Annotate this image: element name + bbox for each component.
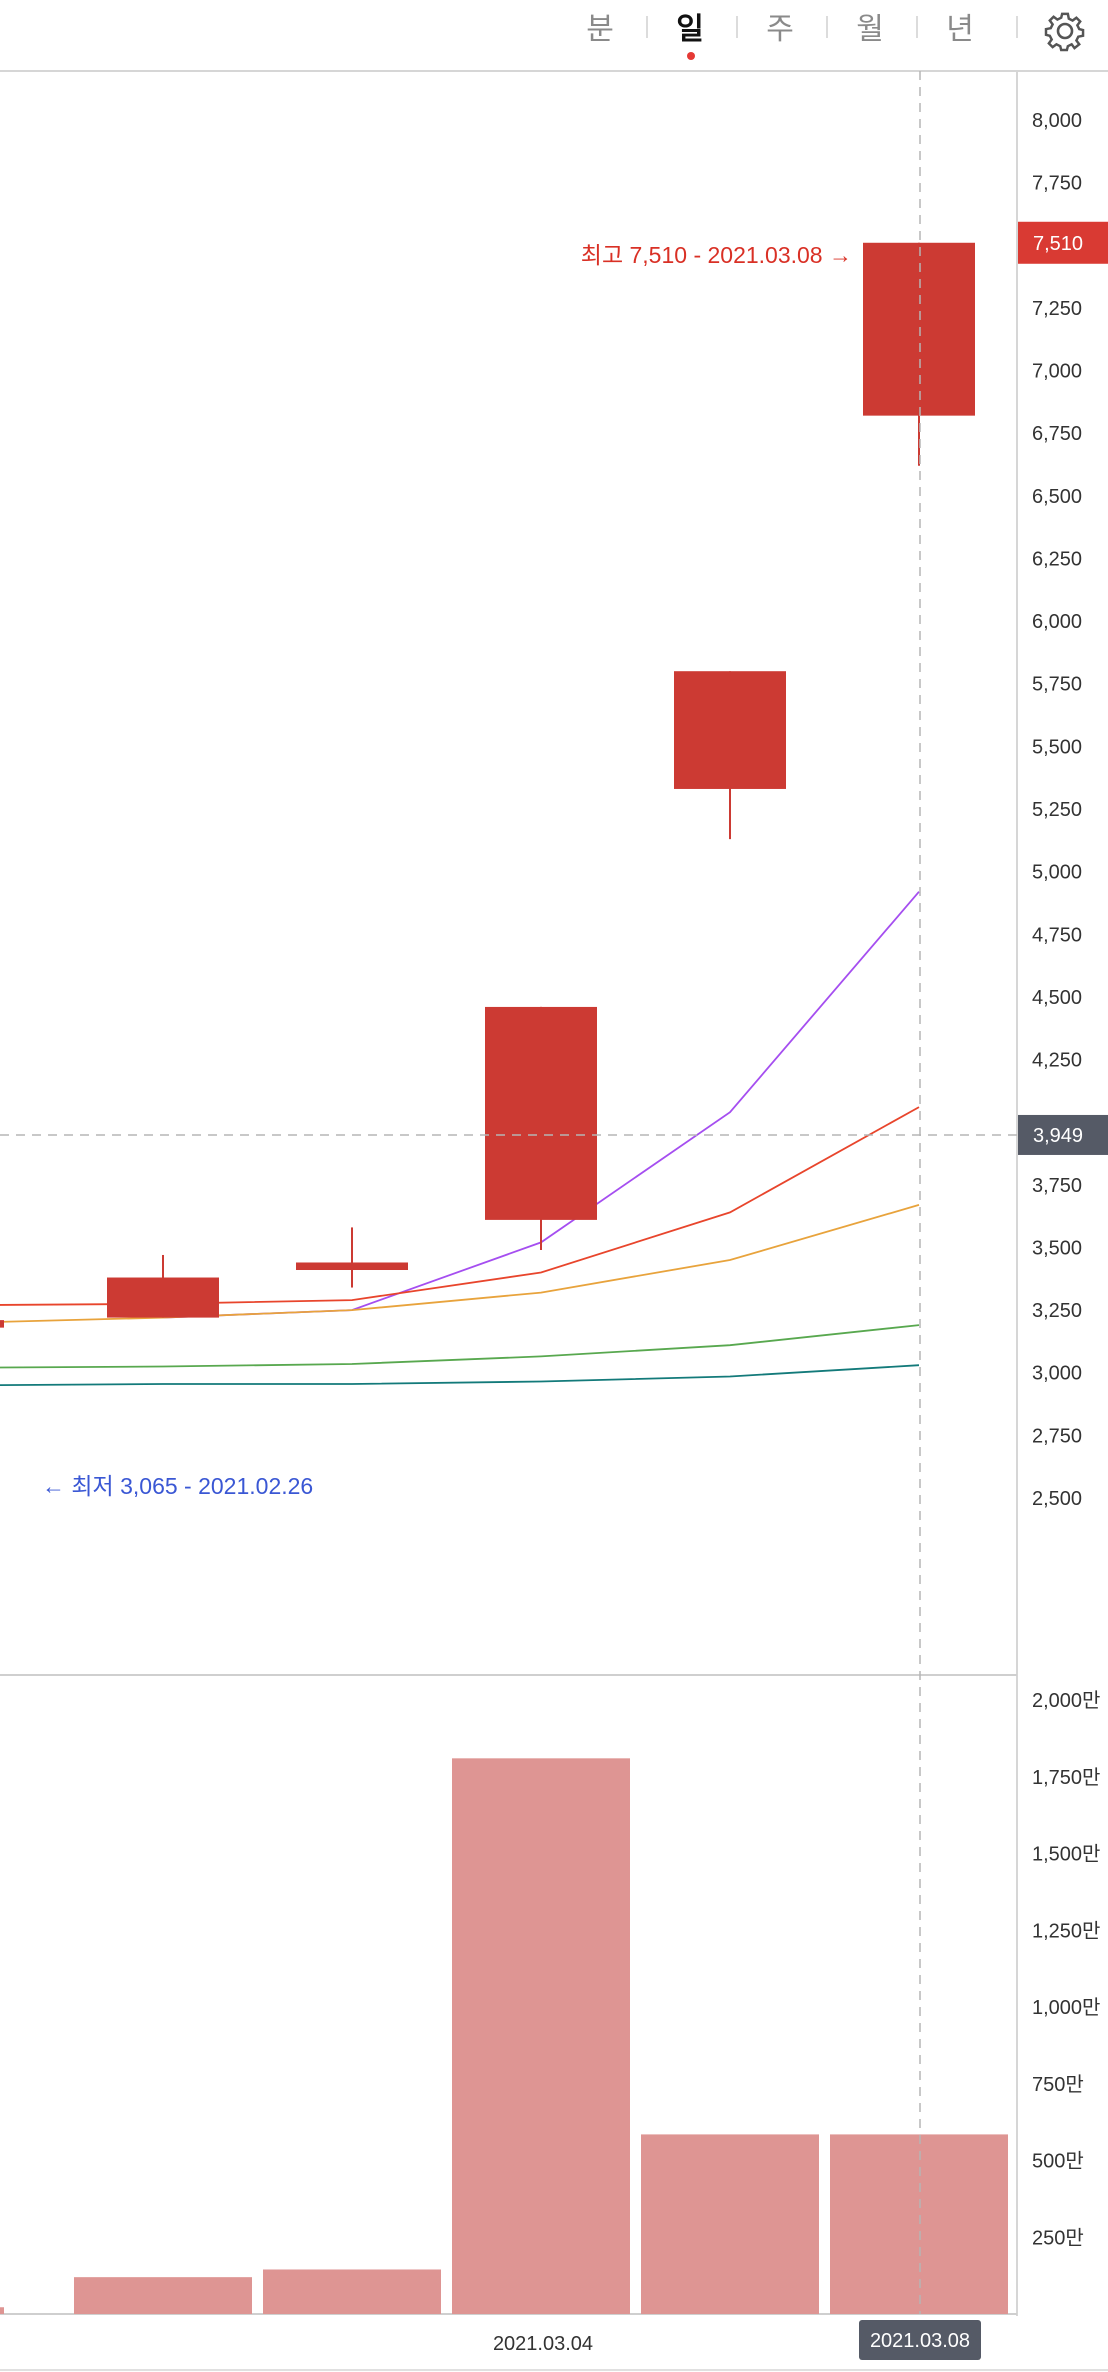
current-price-badge xyxy=(1018,221,1108,264)
tab-month[interactable]: 월 xyxy=(856,13,884,46)
candle xyxy=(863,242,975,466)
price-tick-label: 2,750 xyxy=(1032,1425,1082,1447)
volume-tick-label: 1,750만 xyxy=(1032,1766,1100,1789)
price-tick-label: 4,500 xyxy=(1032,987,1082,1009)
price-tick-label: 7,000 xyxy=(1032,361,1082,383)
low-price-annotation: ← 최저 3,065 - 2021.02.26 xyxy=(42,1473,313,1499)
candle-body xyxy=(107,1277,219,1318)
tab-minute[interactable]: 분 xyxy=(586,13,614,46)
candle xyxy=(674,671,786,840)
current-price-label: 7,510 xyxy=(1018,221,1108,264)
volume-bar xyxy=(263,2269,441,2314)
price-tick-label: 5,750 xyxy=(1032,674,1082,696)
candle-body xyxy=(863,242,975,416)
moving-average-line xyxy=(0,1106,920,1306)
candle-body xyxy=(296,1262,408,1271)
tab-divider xyxy=(1016,16,1018,38)
volume-tick-label: 2,000만 xyxy=(1032,1689,1100,1712)
price-tick-label: 6,500 xyxy=(1032,486,1082,508)
price-tick-label: 6,000 xyxy=(1032,611,1082,633)
crosshair-date-label: 2021.03.08 xyxy=(859,2320,981,2360)
volume-tick-label: 250만 xyxy=(1032,2226,1084,2249)
price-tick-label: 7,250 xyxy=(1032,298,1082,320)
candle-body xyxy=(674,671,786,789)
x-axis-date-label: 2021.03.04 xyxy=(493,2333,593,2355)
candle xyxy=(0,1320,4,1328)
volume-tick-label: 500만 xyxy=(1032,2150,1084,2173)
current-price-text: 7,510 xyxy=(1033,233,1083,255)
tab-year[interactable]: 년 xyxy=(946,13,974,46)
volume-bar xyxy=(0,2307,4,2314)
volume-tick-label: 1,250만 xyxy=(1032,1919,1100,1942)
volume-bar xyxy=(830,2134,1008,2314)
price-tick-label: 3,750 xyxy=(1032,1175,1082,1197)
tab-day-label: 일 xyxy=(676,13,704,46)
tab-day[interactable]: 일 xyxy=(660,8,720,60)
active-tab-indicator xyxy=(687,52,695,60)
tab-divider xyxy=(646,16,648,38)
price-axis: 8,0007,7507,5007,2507,0006,7506,5006,250… xyxy=(1032,110,1082,1510)
settings-button[interactable] xyxy=(1042,8,1088,54)
candles xyxy=(0,242,975,1328)
tab-divider xyxy=(736,16,738,38)
price-tick-label: 3,000 xyxy=(1032,1363,1082,1385)
price-tick-label: 7,750 xyxy=(1032,173,1082,195)
price-tick-label: 8,000 xyxy=(1032,110,1082,132)
volume-bar xyxy=(452,1758,630,2314)
price-tick-label: 3,250 xyxy=(1032,1300,1082,1322)
gear-icon xyxy=(1044,12,1085,52)
tab-divider xyxy=(826,16,828,38)
volume-bar xyxy=(641,2134,819,2314)
moving-average-line xyxy=(0,1204,920,1325)
price-tick-label: 5,500 xyxy=(1032,736,1082,758)
volume-tick-label: 1,500만 xyxy=(1032,1843,1100,1866)
volume-tick-label: 1,000만 xyxy=(1032,1996,1100,2019)
tab-week[interactable]: 주 xyxy=(766,13,794,46)
volume-bar xyxy=(74,2277,252,2314)
volume-bars xyxy=(0,1758,1008,2314)
period-tab-bar: 분 일 주 월 년 xyxy=(0,0,1108,70)
crosshair-price-label: 3,949 xyxy=(1018,1114,1108,1155)
candle xyxy=(296,1227,408,1288)
price-tick-label: 5,250 xyxy=(1032,799,1082,821)
crosshair-price-text: 3,949 xyxy=(1033,1125,1083,1147)
price-tick-label: 6,250 xyxy=(1032,549,1082,571)
price-tick-label: 5,000 xyxy=(1032,862,1082,884)
crosshair-price-badge xyxy=(1018,1114,1108,1155)
tab-divider xyxy=(916,16,918,38)
crosshair-date-text: 2021.03.08 xyxy=(870,2330,970,2352)
price-tick-label: 4,250 xyxy=(1032,1050,1082,1072)
moving-average-line xyxy=(0,1324,920,1369)
volume-axis: 2,000만 1,750만 1,500만 1,250만 1,000만 750만 500만 25… xyxy=(1032,1689,1100,2249)
volume-tick-label: 750만 xyxy=(1032,2073,1084,2096)
price-tick-label: 6,750 xyxy=(1032,423,1082,445)
candle-body xyxy=(485,1006,597,1220)
price-tick-label: 4,750 xyxy=(1032,924,1082,946)
candle xyxy=(485,1006,597,1250)
high-price-annotation: 최고 7,510 - 2021.03.08 → xyxy=(581,242,852,268)
price-tick-label: 2,500 xyxy=(1032,1488,1082,1510)
crosshair-date-badge xyxy=(859,2320,981,2360)
candle-body xyxy=(0,1320,4,1328)
moving-average-line xyxy=(0,1364,920,1387)
price-tick-label: 3,500 xyxy=(1032,1238,1082,1260)
candle xyxy=(107,1254,219,1318)
